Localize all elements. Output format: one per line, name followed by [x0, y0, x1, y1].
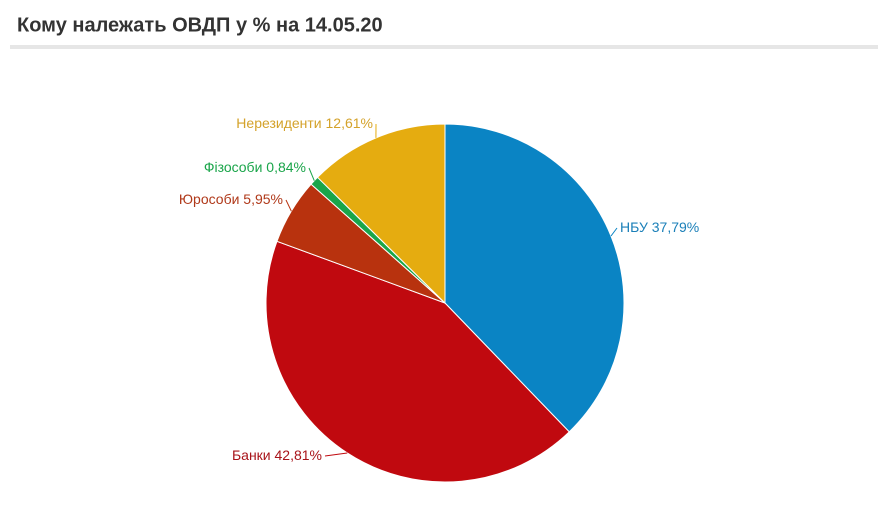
slice-category: Фізособи [204, 159, 263, 175]
slice-category: Юрособи [179, 191, 240, 207]
leader-line [308, 167, 315, 181]
chart-title: Кому належать ОВДП у % на 14.05.20 [17, 14, 383, 36]
slice-label: Банки 42,81% [232, 447, 322, 463]
pie-slice [265, 240, 570, 483]
slice-value-label: 5,95% [243, 191, 283, 207]
slice-label: Юрособи 5,95% [179, 191, 283, 207]
slice-value-label: 42,81% [275, 447, 322, 463]
slice-category: НБУ [620, 219, 648, 235]
slice-label: Нерезиденти 12,61% [236, 115, 373, 131]
pie-slice [316, 123, 446, 305]
slice-category: Нерезиденти [236, 115, 321, 131]
slice-label: Фізособи 0,84% [204, 159, 306, 175]
pie-slice [444, 123, 625, 433]
title-rule [10, 45, 878, 49]
slice-category: Банки [232, 447, 271, 463]
leader-line [324, 452, 348, 457]
slice-value-label: 12,61% [326, 115, 373, 131]
slice-label: НБУ 37,79% [620, 219, 699, 235]
slice-value-label: 37,79% [652, 219, 699, 235]
slice-value-label: 0,84% [266, 159, 306, 175]
leader-line [610, 227, 618, 237]
leader-line [285, 199, 292, 212]
